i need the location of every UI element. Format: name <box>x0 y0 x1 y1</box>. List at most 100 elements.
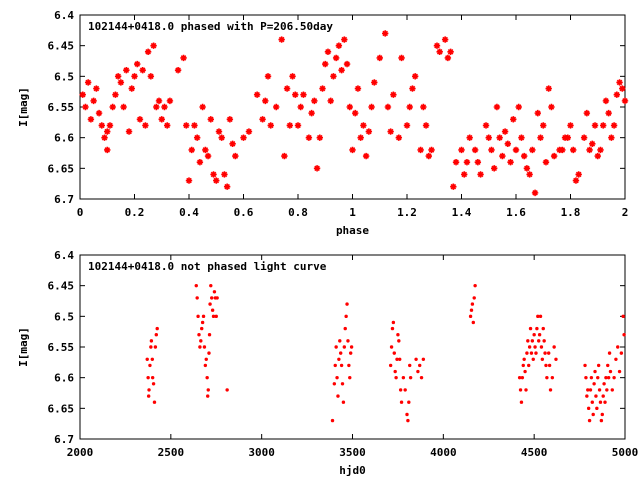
data-point <box>597 388 602 392</box>
data-point <box>606 363 610 368</box>
data-point <box>540 122 547 129</box>
data-point <box>610 388 614 392</box>
data-point <box>529 351 534 355</box>
data-point <box>342 345 347 349</box>
data-point <box>101 134 108 141</box>
y-tick-label: 6.65 <box>48 162 75 175</box>
data-point <box>384 103 392 111</box>
data-point <box>408 375 413 380</box>
data-point <box>591 122 599 129</box>
data-point <box>583 109 591 117</box>
data-point <box>527 345 532 349</box>
data-point <box>197 333 201 337</box>
data-point <box>594 152 601 160</box>
data-point <box>273 103 280 111</box>
y-axis-title: I[mag] <box>17 87 30 127</box>
data-point <box>468 314 473 319</box>
data-point <box>365 128 373 135</box>
data-point <box>398 388 403 392</box>
data-point <box>517 375 522 380</box>
data-point <box>104 146 111 154</box>
data-point <box>559 146 566 154</box>
data-point <box>550 152 558 160</box>
data-point <box>214 314 218 319</box>
data-point <box>521 363 525 368</box>
data-point <box>545 85 552 92</box>
data-point <box>604 375 608 380</box>
x-tick-label: 0.2 <box>125 206 145 219</box>
data-point <box>398 357 402 361</box>
x-tick-label: 3500 <box>339 446 366 459</box>
panel-1: 0 0.2 0.4 0.6 0.8 1 1.2 1.4 1.6 1.8 2 6.4 6.45 6.5 6.5… <box>17 9 628 237</box>
data-point <box>196 314 200 319</box>
data-point <box>195 296 199 300</box>
data-point <box>401 375 406 380</box>
data-point <box>360 122 367 129</box>
data-point <box>148 363 152 368</box>
data-point <box>405 412 409 417</box>
panel-2: 2000 2500 3000 3500 4000 4500 5000 6.4 6.45 6.5 6.… <box>17 249 638 477</box>
x-tick-label: 0 <box>77 206 84 219</box>
data-point <box>567 122 574 129</box>
data-point <box>259 116 266 123</box>
data-point <box>403 122 411 129</box>
data-point <box>283 85 291 92</box>
data-point <box>570 146 577 154</box>
data-point <box>104 128 111 135</box>
data-point <box>474 159 482 166</box>
data-point <box>149 339 154 343</box>
data-point <box>150 357 155 361</box>
x-tick-label: 1 <box>349 206 356 219</box>
data-point <box>117 79 125 86</box>
data-point <box>212 290 217 294</box>
data-point <box>204 152 212 160</box>
data-point <box>319 85 326 92</box>
data-point <box>466 134 473 141</box>
data-point <box>520 375 525 380</box>
data-point <box>539 345 544 349</box>
data-point <box>262 97 269 105</box>
x-tick-label: 2 <box>622 206 629 219</box>
data-point <box>357 134 364 141</box>
data-point <box>311 97 318 105</box>
x-tick-label: 0.6 <box>234 206 254 219</box>
data-point <box>590 400 594 404</box>
data-point <box>207 333 212 337</box>
data-point <box>200 320 205 325</box>
data-point <box>198 345 202 349</box>
data-point <box>305 134 313 141</box>
data-point <box>591 412 595 417</box>
data-point <box>394 375 398 380</box>
data-point <box>537 333 542 337</box>
data-point <box>395 357 399 361</box>
data-point <box>207 116 214 123</box>
data-point <box>599 418 604 423</box>
data-point <box>362 152 370 160</box>
data-point <box>322 60 329 68</box>
data-point <box>125 128 133 135</box>
data-point <box>507 159 514 166</box>
data-point <box>526 171 533 178</box>
y-tick-label: 6.7 <box>54 433 74 446</box>
data-point <box>202 345 207 349</box>
data-point <box>332 54 340 62</box>
data-point <box>210 296 214 300</box>
data-point <box>406 103 413 111</box>
x-tick-label: 1.6 <box>506 206 526 219</box>
y-tick-label: 6.65 <box>48 402 75 415</box>
data-point <box>461 171 468 178</box>
data-point <box>338 339 342 343</box>
data-point <box>587 418 592 423</box>
data-point <box>600 122 607 129</box>
data-point <box>120 103 127 111</box>
data-point <box>294 122 302 129</box>
data-point <box>601 394 605 398</box>
data-point <box>493 103 501 111</box>
data-point <box>146 375 150 380</box>
data-point <box>390 91 397 98</box>
data-point <box>564 134 571 141</box>
data-point <box>131 73 138 80</box>
data-point <box>205 375 209 380</box>
data-point <box>542 159 550 166</box>
data-point <box>414 357 418 361</box>
